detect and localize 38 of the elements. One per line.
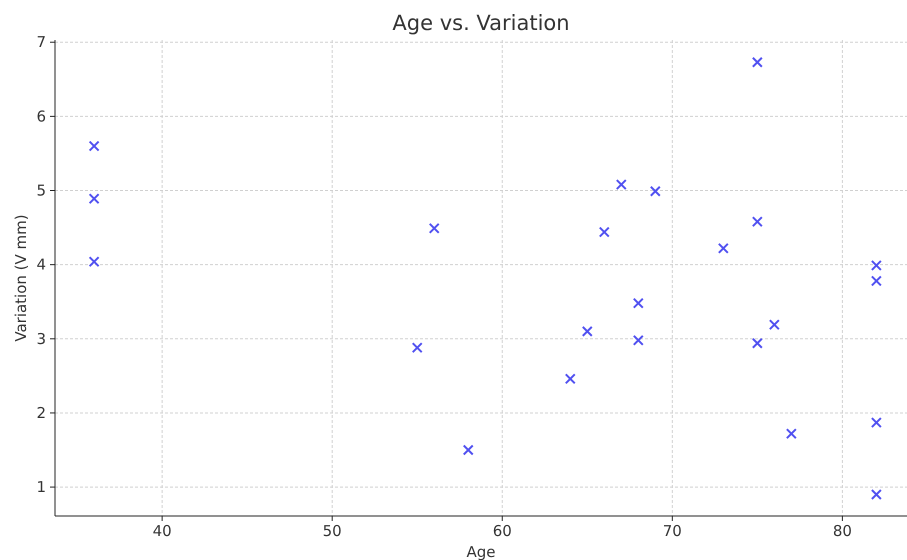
point — [786, 428, 797, 440]
point — [88, 140, 100, 152]
point — [564, 373, 576, 384]
x-tick-label: 70 — [662, 522, 682, 540]
point — [88, 256, 100, 268]
x-tick-label: 80 — [832, 522, 852, 540]
point — [718, 242, 729, 254]
y-tick-label: 4 — [36, 256, 46, 274]
y-tick-label: 1 — [36, 478, 46, 496]
y-tick-label: 3 — [36, 330, 46, 348]
point — [412, 342, 423, 354]
x-axis-title: Age — [466, 543, 496, 560]
point — [88, 193, 100, 204]
point — [616, 179, 627, 190]
y-tick-label: 2 — [36, 404, 46, 422]
y-axis-title: Variation (V mm) — [12, 214, 30, 342]
y-tick-label: 7 — [36, 33, 46, 52]
point — [428, 222, 440, 234]
point — [870, 260, 882, 271]
point — [632, 298, 644, 309]
y-tick-label: 6 — [36, 107, 46, 126]
point — [870, 417, 882, 428]
point — [870, 275, 882, 286]
chart-title: Age vs. Variation — [392, 11, 570, 35]
point — [752, 338, 763, 349]
point — [598, 226, 610, 238]
x-tick-label: 50 — [322, 522, 342, 540]
point — [768, 319, 780, 330]
point — [632, 334, 644, 346]
x-tick-label: 60 — [492, 522, 512, 540]
point — [582, 326, 593, 337]
point — [752, 216, 763, 228]
x-tick-label: 40 — [152, 522, 172, 540]
point — [752, 56, 763, 68]
point — [462, 444, 474, 456]
y-tick-label: 5 — [36, 182, 46, 200]
point — [870, 489, 882, 500]
point — [650, 186, 661, 197]
